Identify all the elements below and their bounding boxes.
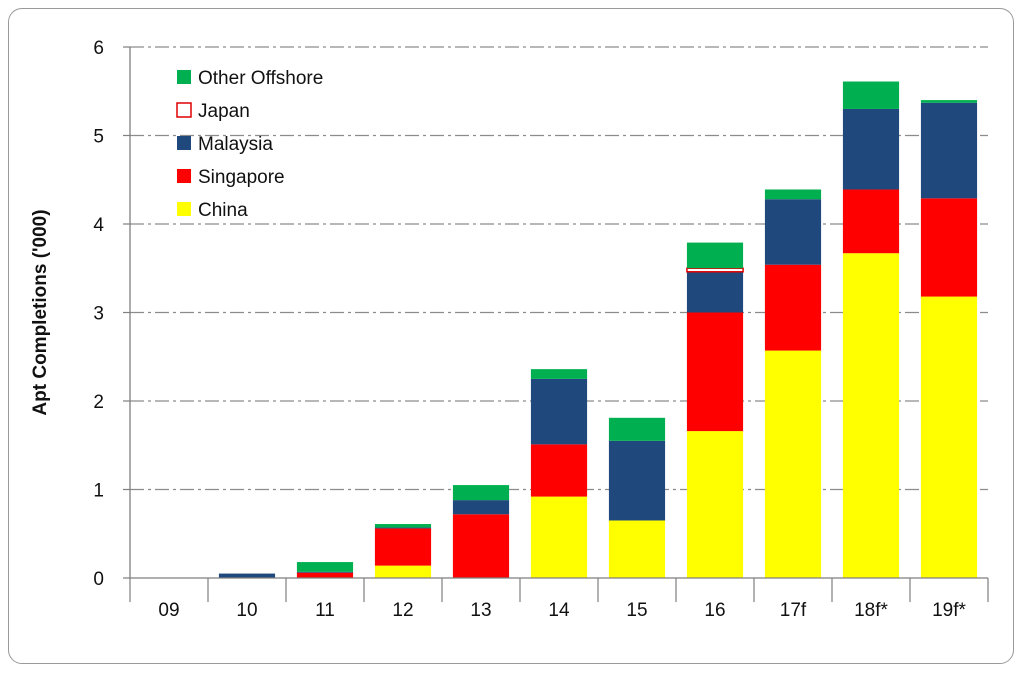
legend-label: Malaysia (198, 134, 273, 155)
bar-segment-13-malaysia (452, 500, 510, 515)
x-tick-label: 09 (158, 600, 179, 621)
legend-swatch-china (177, 202, 191, 216)
x-tick-label: 12 (392, 600, 413, 621)
bar-segment-14-malaysia (530, 378, 588, 445)
bar-segment-11-singapore (296, 572, 354, 578)
bar-segment-13-other-offshore (452, 485, 510, 501)
y-tick-label: 4 (93, 215, 104, 236)
bar-segment-19f*-malaysia (920, 102, 978, 199)
bar-segment-11-other-offshore (296, 562, 354, 572)
bar-segment-16-other-offshore (686, 242, 744, 269)
bar-segment-19f*-other-offshore (920, 100, 978, 103)
bar-segment-15-china (608, 520, 666, 578)
x-tick-label: 11 (315, 600, 335, 621)
y-tick-label: 6 (93, 38, 104, 59)
axes (123, 46, 989, 602)
y-tick-labels: 0 1 2 3 4 5 6 (93, 38, 104, 590)
bar-segment-17f-other-offshore (764, 189, 822, 200)
x-tick-label: 18f* (854, 600, 888, 621)
legend: Other Offshore Japan Malaysia Singapore Chin… (176, 68, 323, 221)
bar-segment-16-china (686, 431, 744, 578)
y-axis-label: Apt Completions ('000) (30, 209, 51, 415)
bars (218, 81, 978, 578)
bar-segment-18f*-malaysia (842, 108, 900, 190)
x-tick-label: 15 (626, 600, 647, 621)
y-tick-label: 5 (93, 127, 104, 148)
bar-segment-16-singapore (686, 312, 744, 432)
x-tick-label: 17f (780, 600, 807, 621)
bar-segment-15-malaysia (608, 440, 666, 521)
bar-segment-10-malaysia (218, 573, 276, 578)
legend-swatch-malaysia (177, 136, 191, 150)
y-tick-label: 2 (93, 392, 104, 413)
bar-segment-18f*-china (842, 253, 900, 578)
x-tick-label: 13 (470, 600, 491, 621)
legend-swatch-singapore (177, 169, 191, 183)
legend-label: Japan (198, 101, 250, 122)
x-tick-labels: 09 10 11 12 13 14 15 16 17f 18f* 19f* (158, 600, 966, 621)
bar-segment-18f*-singapore (842, 189, 900, 254)
bar-segment-17f-china (764, 350, 822, 578)
legend-swatch-other-offshore (177, 70, 191, 84)
bar-segment-16-japan (686, 267, 744, 273)
bar-segment-12-china (374, 565, 432, 578)
y-tick-label: 3 (93, 304, 104, 325)
bar-segment-16-malaysia (686, 271, 744, 313)
bar-segment-18f*-other-offshore (842, 81, 900, 109)
bar-segment-12-malaysia (374, 527, 432, 529)
x-tick-label: 16 (704, 600, 725, 621)
bar-segment-14-china (530, 496, 588, 578)
bar-segment-12-singapore (374, 528, 432, 566)
x-tick-label: 19f* (932, 600, 966, 621)
legend-swatch-japan (176, 102, 192, 118)
legend-label: Singapore (198, 167, 285, 188)
bar-segment-15-other-offshore (608, 417, 666, 441)
legend-label: China (198, 200, 248, 221)
x-tick-label: 14 (548, 600, 570, 621)
bar-segment-17f-singapore (764, 264, 822, 351)
y-tick-label: 1 (93, 481, 104, 502)
bar-segment-13-singapore (452, 514, 510, 578)
y-tick-label: 0 (93, 569, 104, 590)
bar-segment-14-other-offshore (530, 369, 588, 379)
bar-segment-11-malaysia (296, 571, 354, 573)
bar-segment-14-singapore (530, 444, 588, 497)
bar-segment-19f*-singapore (920, 198, 978, 297)
bar-segment-12-other-offshore (374, 524, 432, 528)
bar-segment-17f-malaysia (764, 199, 822, 265)
bar-segment-19f*-china (920, 296, 978, 578)
legend-label: Other Offshore (198, 68, 323, 89)
x-tick-label: 10 (236, 600, 257, 621)
